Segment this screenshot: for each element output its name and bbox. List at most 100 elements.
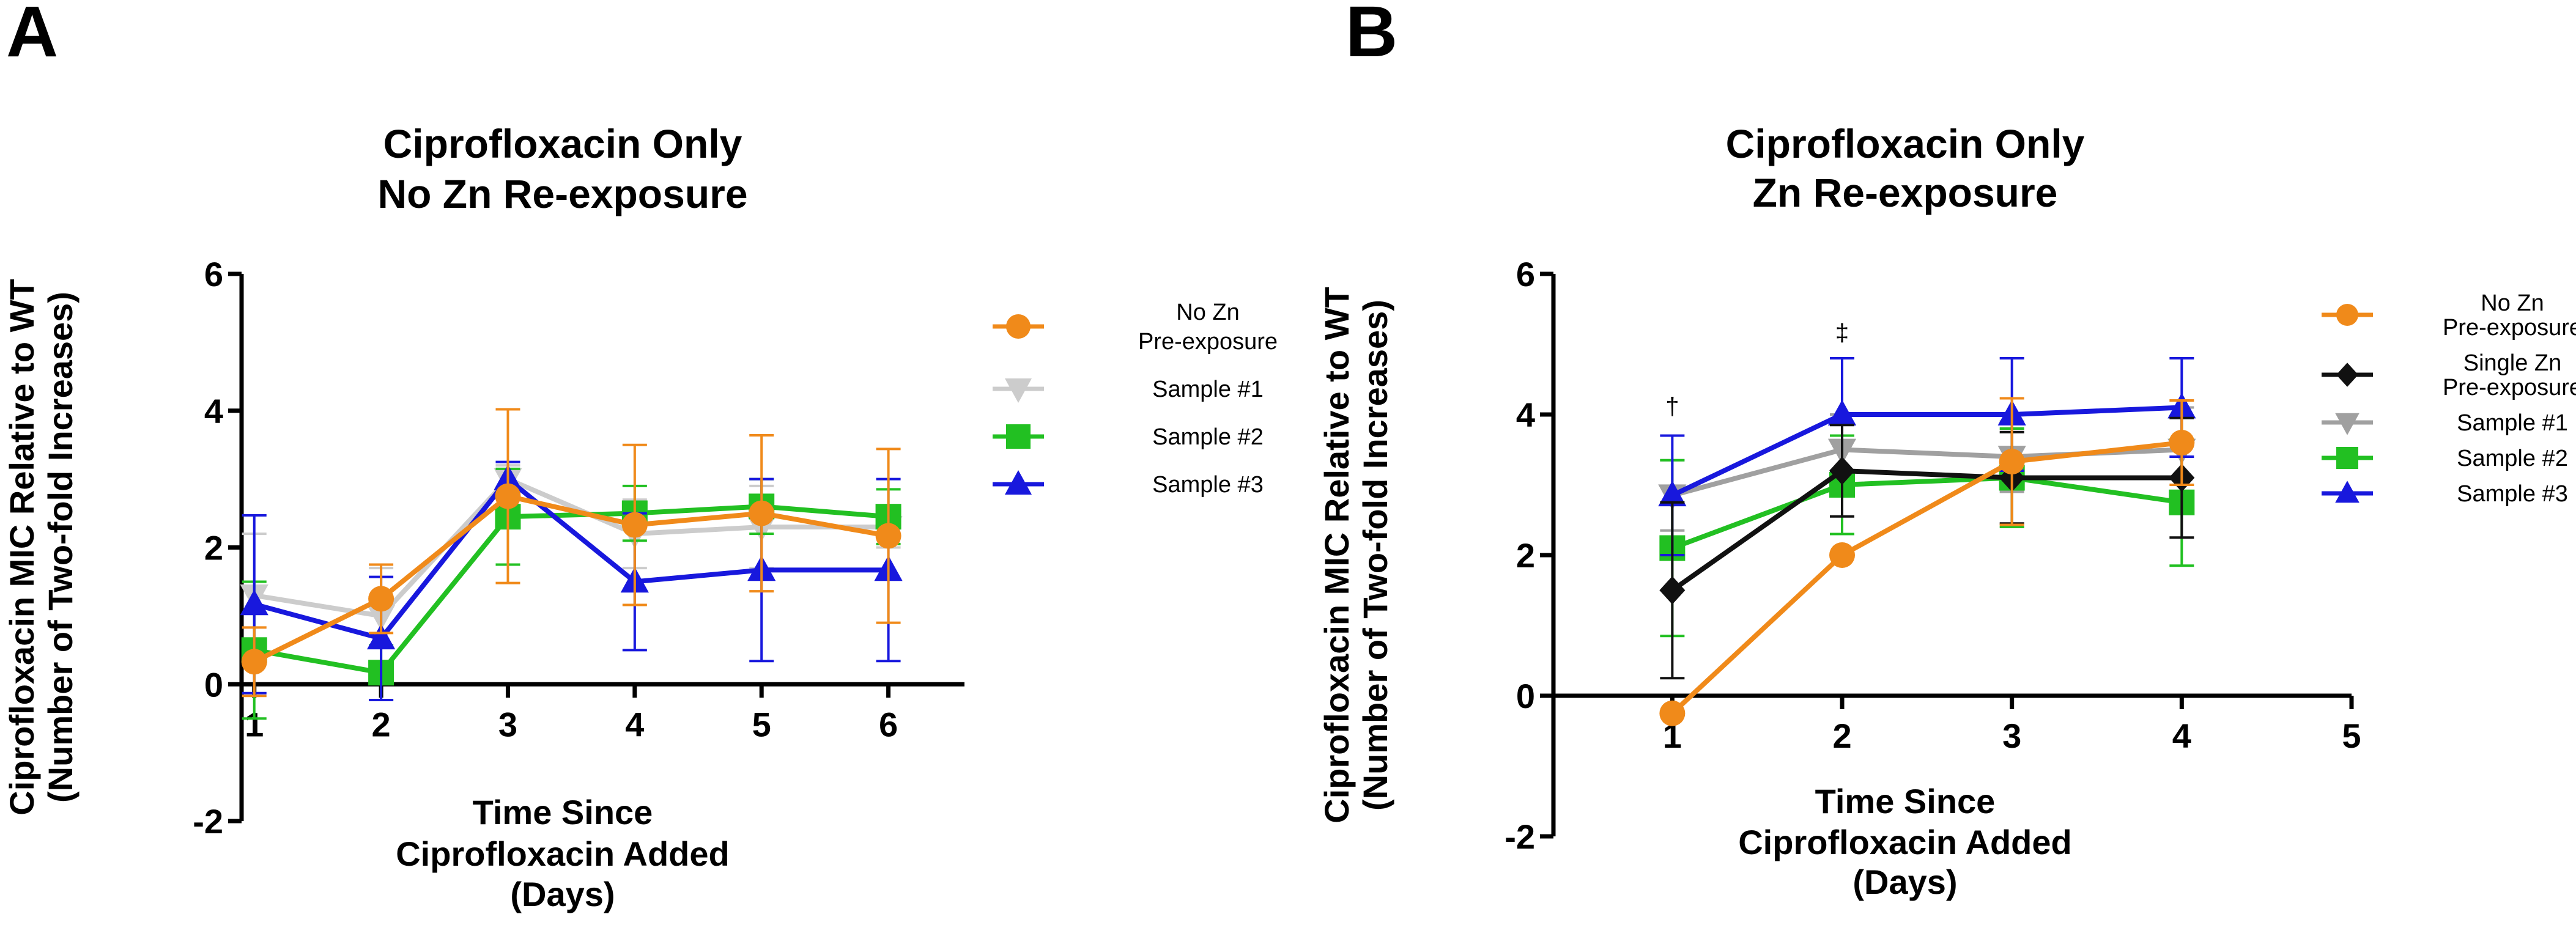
chart-title: No Zn Re-exposure	[377, 171, 747, 216]
x-tick-label: 3	[498, 705, 517, 743]
y-axis-label: Ciprofloxacin MIC Relative to WT	[2, 279, 41, 815]
legend-label: Pre-exposure	[2443, 375, 2576, 400]
legend-marker	[2336, 363, 2358, 387]
legend-entry: Sample #2	[2322, 446, 2568, 471]
legend-label: Pre-exposure	[2443, 315, 2576, 341]
y-axis-label: (Number of Two-fold Increases)	[1356, 300, 1394, 811]
series-line	[1671, 475, 2182, 551]
series-sample-1	[1658, 406, 2196, 532]
x-axis-label: (Days)	[1852, 863, 1957, 901]
panel-a: A Ciprofloxacin Only No Zn Re-exposure Cipr…	[2, 0, 1278, 913]
y-tick-label: -2	[193, 802, 223, 841]
x-tick-label: 5	[2342, 717, 2361, 755]
series-sample-1	[240, 464, 903, 665]
panel-letter: B	[1345, 0, 1397, 72]
legend-entry: No Zn Pre-exposure	[993, 300, 1278, 355]
significance-annotation: †	[1665, 393, 1679, 420]
legend-entry: Sample #2	[993, 424, 1264, 450]
data-point	[1659, 576, 1686, 605]
legend-label: Sample #2	[1152, 424, 1264, 450]
series-sample-2	[1659, 427, 2195, 638]
data-point	[1829, 456, 1856, 485]
legend-marker	[1006, 424, 1031, 449]
y-tick-label: 4	[1516, 396, 1535, 434]
series-line	[253, 493, 889, 664]
legend-marker	[2336, 447, 2358, 469]
series-line	[254, 504, 889, 676]
x-tick-label: 4	[2172, 717, 2191, 755]
data-point	[1827, 399, 1857, 426]
data-point	[875, 523, 901, 549]
legend-marker	[2335, 481, 2359, 503]
series-no-zn-pre-exposure	[1659, 397, 2195, 726]
legend-label: No Zn	[1176, 300, 1239, 325]
chart-title: Zn Re-exposure	[1753, 170, 2058, 215]
y-tick-label: -2	[1505, 817, 1535, 856]
series-line	[1671, 405, 2182, 498]
data-point	[1999, 449, 2025, 475]
legend-label: Single Zn	[2463, 350, 2562, 376]
legend-label: Sample #1	[1152, 377, 1264, 402]
data-point	[749, 500, 775, 526]
y-tick-label: 6	[204, 255, 223, 293]
x-tick-label: 4	[625, 705, 644, 743]
y-tick-label: 0	[204, 665, 223, 704]
series-line	[254, 476, 889, 619]
x-tick-label: 2	[1832, 717, 1851, 755]
legend-label: No Zn	[2481, 290, 2544, 316]
x-tick-label: 3	[2002, 717, 2021, 755]
legend-label: Sample #3	[2457, 481, 2568, 507]
series-line	[1671, 468, 2182, 592]
y-tick-label: 4	[204, 392, 223, 430]
legend-label: Pre-exposure	[1138, 329, 1278, 355]
y-tick-label: 6	[1516, 255, 1535, 293]
data-point	[367, 624, 396, 650]
data-point	[240, 589, 268, 616]
x-axis-label: (Days)	[510, 875, 615, 913]
legend-marker	[2336, 304, 2358, 326]
panel-letter: A	[6, 0, 58, 72]
legend-marker	[1006, 314, 1031, 339]
data-point	[368, 586, 394, 612]
x-axis-label: Time Since	[1815, 782, 1996, 820]
x-axis-label: Time Since	[473, 793, 653, 831]
y-tick-label: 2	[1516, 536, 1535, 575]
legend-marker	[1005, 470, 1032, 495]
x-tick-label: 2	[372, 705, 391, 743]
legend-marker	[1005, 378, 1032, 403]
y-axis-label: (Number of Two-fold Increases)	[41, 292, 80, 803]
x-tick-label: 5	[752, 705, 771, 743]
data-point	[241, 649, 267, 675]
y-tick-label: 0	[1516, 677, 1535, 715]
legend-label: Sample #3	[1152, 472, 1264, 498]
chart-title: Ciprofloxacin Only	[1726, 121, 2085, 166]
y-axis-label: Ciprofloxacin MIC Relative to WT	[1317, 287, 1356, 823]
series-line	[1670, 440, 2182, 715]
x-axis-label: Ciprofloxacin Added	[396, 835, 730, 873]
legend: No Zn Pre-exposure Sample #1 Sample #2 Sampl…	[993, 300, 1278, 498]
x-tick-label: 6	[879, 705, 898, 743]
legend-label: Sample #1	[2457, 410, 2568, 436]
legend-entry: Sample #3	[993, 470, 1264, 498]
data-point	[2169, 430, 2195, 455]
data-point	[1659, 700, 1686, 726]
data-point	[1658, 481, 1687, 507]
series-line	[253, 476, 889, 641]
legend-entry: Sample #3	[2322, 481, 2568, 507]
significance-annotation: ‡	[1835, 319, 1849, 346]
x-axis-label: Ciprofloxacin Added	[1738, 823, 2072, 861]
chart-title: Ciprofloxacin Only	[383, 121, 742, 166]
legend-marker	[2335, 413, 2359, 435]
data-point	[621, 512, 648, 538]
y-tick-label: 2	[204, 529, 223, 567]
series-no-zn-pre-exposure	[241, 408, 901, 698]
legend-entry: Sample #1	[993, 377, 1264, 403]
legend-entry: Sample #1	[2322, 410, 2568, 436]
legend-label: Sample #2	[2457, 446, 2568, 471]
series-single-zn-pre-exposure	[1659, 416, 2195, 680]
